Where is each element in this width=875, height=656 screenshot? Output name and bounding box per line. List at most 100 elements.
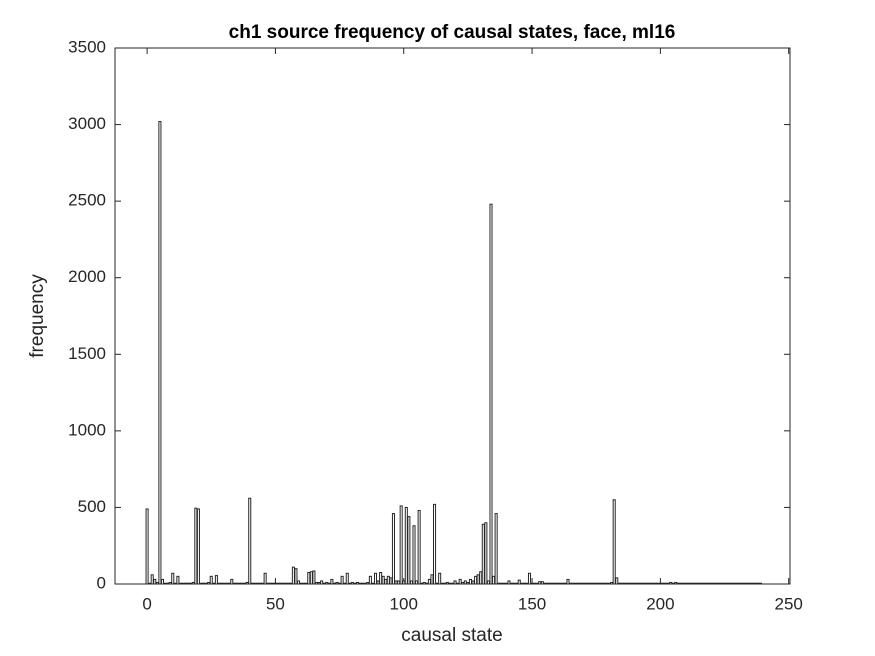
- bar: [184, 582, 188, 585]
- bar: [694, 582, 698, 585]
- bar: [707, 582, 711, 585]
- bar: [499, 582, 503, 585]
- bar: [273, 582, 277, 585]
- bar: [325, 581, 329, 585]
- y-tick-label: 3000: [68, 114, 106, 133]
- bar: [309, 571, 313, 585]
- bar: [376, 580, 380, 585]
- bar: [756, 582, 760, 585]
- bar: [204, 582, 208, 585]
- bar: [710, 582, 714, 585]
- bar: [363, 582, 367, 585]
- bar: [643, 582, 647, 585]
- bar: [489, 203, 493, 585]
- bar: [484, 522, 488, 585]
- bar: [366, 581, 370, 585]
- bar: [196, 508, 200, 585]
- bar: [450, 582, 455, 585]
- bar: [720, 582, 724, 585]
- bar: [689, 582, 693, 585]
- bar: [730, 582, 734, 585]
- bar: [384, 578, 388, 585]
- bar: [471, 580, 475, 585]
- bar: [733, 582, 737, 585]
- bar: [389, 577, 393, 585]
- bar: [199, 582, 203, 585]
- bar: [356, 581, 360, 585]
- bar: [622, 582, 626, 585]
- bar: [746, 582, 750, 585]
- bar: [394, 580, 398, 585]
- x-tick-label: 200: [646, 594, 674, 613]
- bar: [155, 581, 159, 585]
- bar: [602, 582, 606, 585]
- bar: [743, 582, 747, 585]
- bar: [248, 497, 252, 585]
- bar: [512, 582, 516, 585]
- bar: [751, 582, 755, 585]
- bar: [628, 582, 632, 585]
- y-tick-label: 3500: [68, 37, 106, 56]
- bar: [189, 582, 193, 585]
- bar: [440, 582, 444, 585]
- bar: [397, 580, 401, 585]
- bar: [674, 581, 678, 585]
- bar: [145, 508, 149, 585]
- bar: [658, 582, 662, 585]
- bar: [166, 582, 170, 585]
- bar: [335, 581, 339, 585]
- bar: [425, 582, 429, 585]
- bar: [261, 582, 265, 585]
- bar: [225, 582, 229, 585]
- bar: [148, 582, 152, 585]
- bar: [458, 578, 462, 585]
- bar: [502, 582, 506, 585]
- bar: [638, 582, 642, 585]
- bar: [279, 582, 283, 585]
- bar: [625, 582, 629, 585]
- bar: [409, 580, 413, 585]
- bar: [679, 582, 683, 585]
- bar: [635, 582, 639, 585]
- bar: [438, 572, 442, 585]
- bar: [463, 580, 467, 585]
- y-tick-label: 0: [97, 573, 106, 592]
- bar: [417, 509, 421, 585]
- bar: [738, 582, 742, 585]
- bar: [415, 580, 419, 585]
- bar: [651, 582, 655, 585]
- bar: [194, 507, 198, 585]
- bar: [255, 582, 259, 585]
- bar: [723, 582, 727, 585]
- bar: [271, 582, 275, 585]
- bar: [497, 582, 501, 585]
- bar: [245, 581, 249, 585]
- bar: [494, 513, 498, 585]
- bar: [630, 582, 634, 585]
- bar: [191, 581, 195, 585]
- bar: [633, 582, 637, 585]
- bar: [687, 582, 691, 585]
- bar: [556, 582, 560, 585]
- bar: [594, 582, 598, 585]
- bar: [268, 582, 272, 585]
- bar: [479, 571, 483, 585]
- bar: [250, 582, 254, 585]
- bar: [610, 581, 614, 585]
- bar: [345, 572, 349, 585]
- x-tick-label: 250: [775, 594, 803, 613]
- bar: [163, 582, 167, 585]
- bar: [510, 582, 514, 585]
- bar: [753, 582, 757, 585]
- x-axis-label: causal state: [401, 625, 502, 646]
- bar: [533, 582, 537, 585]
- bar: [545, 582, 549, 585]
- bar: [173, 582, 177, 585]
- bar: [456, 582, 460, 585]
- bar: [358, 582, 362, 585]
- bar: [584, 582, 588, 585]
- bar: [548, 582, 552, 585]
- bar: [474, 575, 478, 585]
- bar: [712, 582, 716, 585]
- bar: [212, 582, 216, 585]
